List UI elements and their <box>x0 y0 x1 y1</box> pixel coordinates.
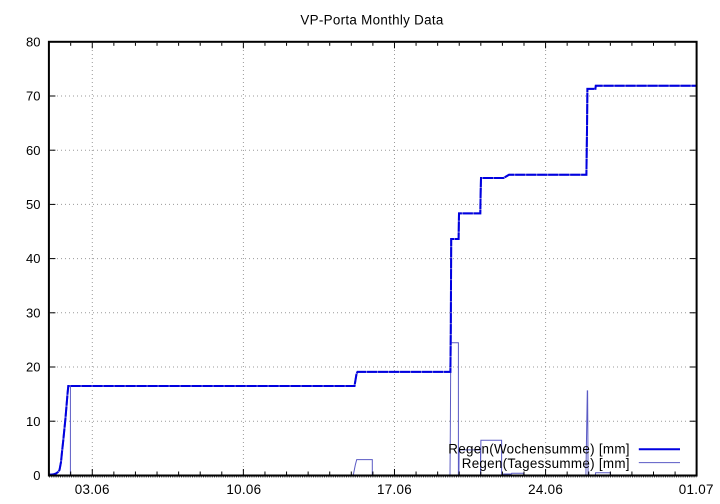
svg-text:10.06: 10.06 <box>226 482 261 497</box>
svg-text:20: 20 <box>26 360 40 375</box>
svg-text:Regen(Wochensumme) [mm]: Regen(Wochensumme) [mm] <box>448 441 630 456</box>
svg-text:17.06: 17.06 <box>377 482 412 497</box>
svg-text:70: 70 <box>26 89 40 104</box>
svg-text:50: 50 <box>26 197 40 212</box>
svg-text:0: 0 <box>33 468 40 483</box>
svg-text:24.06: 24.06 <box>528 482 563 497</box>
svg-text:80: 80 <box>26 34 40 49</box>
svg-text:60: 60 <box>26 143 40 158</box>
svg-text:01.07: 01.07 <box>679 482 714 497</box>
svg-text:30: 30 <box>26 305 40 320</box>
svg-text:40: 40 <box>26 251 40 266</box>
svg-text:03.06: 03.06 <box>75 482 110 497</box>
svg-text:VP-Porta Monthly Data: VP-Porta Monthly Data <box>300 13 443 28</box>
svg-text:10: 10 <box>26 414 40 429</box>
svg-text:Regen(Tagessumme) [mm]: Regen(Tagessumme) [mm] <box>462 456 630 471</box>
